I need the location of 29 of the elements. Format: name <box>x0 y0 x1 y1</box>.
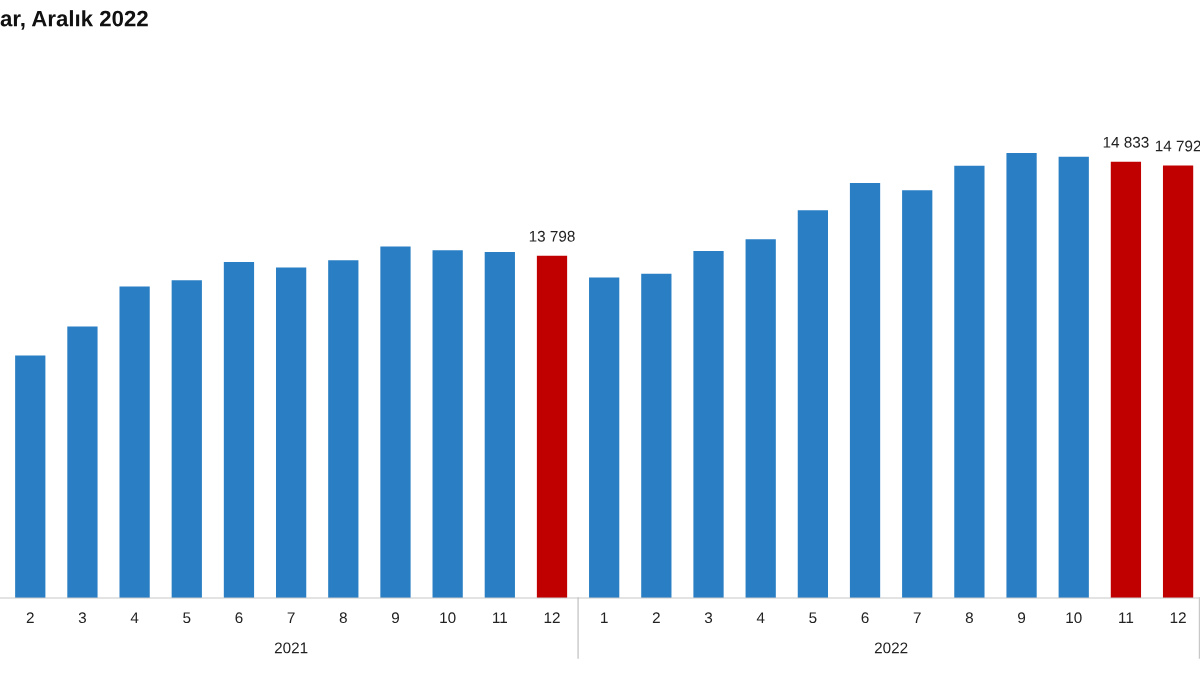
x-tick-label: 2 <box>652 612 660 623</box>
x-tick-label: 9 <box>391 612 399 624</box>
x-tick-label: 4 <box>130 612 139 623</box>
x-tick-label: 8 <box>339 612 347 624</box>
x-tick-label: 7 <box>913 612 921 623</box>
x-tick-label: 1 <box>601 612 608 623</box>
x-tick-label: 11 <box>493 612 508 623</box>
x-tick-label: 8 <box>965 612 973 624</box>
text: 2021 <box>274 642 308 654</box>
x-tick-label: 4 <box>756 612 765 623</box>
x-tick-label: 6 <box>861 612 869 624</box>
chart-title: ar, Aralık 2022 <box>0 10 148 30</box>
x-tick-label: 5 <box>809 612 817 624</box>
x-tick-label: 10 <box>440 612 456 624</box>
data-label: 14 792 <box>1155 140 1200 152</box>
data-label: 13 798 <box>529 230 575 242</box>
x-tick-label: 6 <box>235 612 243 624</box>
x-tick-label: 12 <box>1170 612 1186 623</box>
text: 2022 <box>874 642 908 654</box>
x-tick-label: 3 <box>704 612 713 624</box>
x-tick-label: 3 <box>78 612 87 624</box>
x-tick-label: 12 <box>544 612 560 623</box>
x-tick-label: 9 <box>1018 612 1026 624</box>
x-tick-label: 11 <box>1119 612 1134 623</box>
data-label: 14 833 <box>1103 136 1149 148</box>
x-tick-label: 10 <box>1066 612 1082 624</box>
x-tick-label: 7 <box>287 612 295 623</box>
x-tick-label: 2 <box>26 612 34 623</box>
x-tick-label: 5 <box>183 612 191 624</box>
